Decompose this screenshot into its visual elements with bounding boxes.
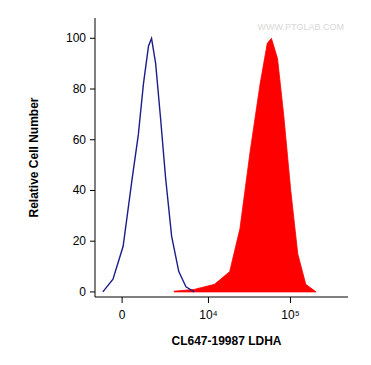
y-tick — [90, 89, 95, 90]
x-tick-label: 10⁴ — [199, 308, 218, 322]
marks — [103, 38, 316, 292]
y-tick-label: 40 — [73, 183, 87, 197]
y-tick — [90, 139, 95, 140]
x-tick-label: 0 — [119, 308, 126, 322]
y-tick — [90, 241, 95, 242]
chart: WWW.PTGLAB.COM 0 20 40 60 80 100 0 10⁴ 10⁵CL647-1… — [0, 0, 371, 365]
y-tick-label: 60 — [73, 133, 87, 147]
histogram-area — [174, 38, 316, 292]
x-tick-label: 10⁵ — [281, 308, 299, 322]
y-axis-label: Relative Cell Number — [27, 97, 41, 217]
histogram-line — [103, 38, 194, 292]
y-tick — [90, 190, 95, 191]
y-axis — [95, 18, 96, 297]
y-tick — [90, 38, 95, 39]
y-tick-label: 20 — [73, 234, 87, 248]
x-axis-label: CL647-19987 LDHA — [171, 334, 281, 348]
y-tick-label: 80 — [73, 82, 87, 96]
x-tick — [208, 297, 209, 303]
y-tick-label: 0 — [79, 285, 86, 299]
y-tick-label: 100 — [66, 31, 86, 45]
x-axis — [95, 297, 348, 298]
x-tick — [122, 297, 123, 303]
y-tick — [90, 291, 95, 292]
x-tick — [290, 297, 291, 303]
watermark: WWW.PTGLAB.COM — [258, 22, 345, 32]
